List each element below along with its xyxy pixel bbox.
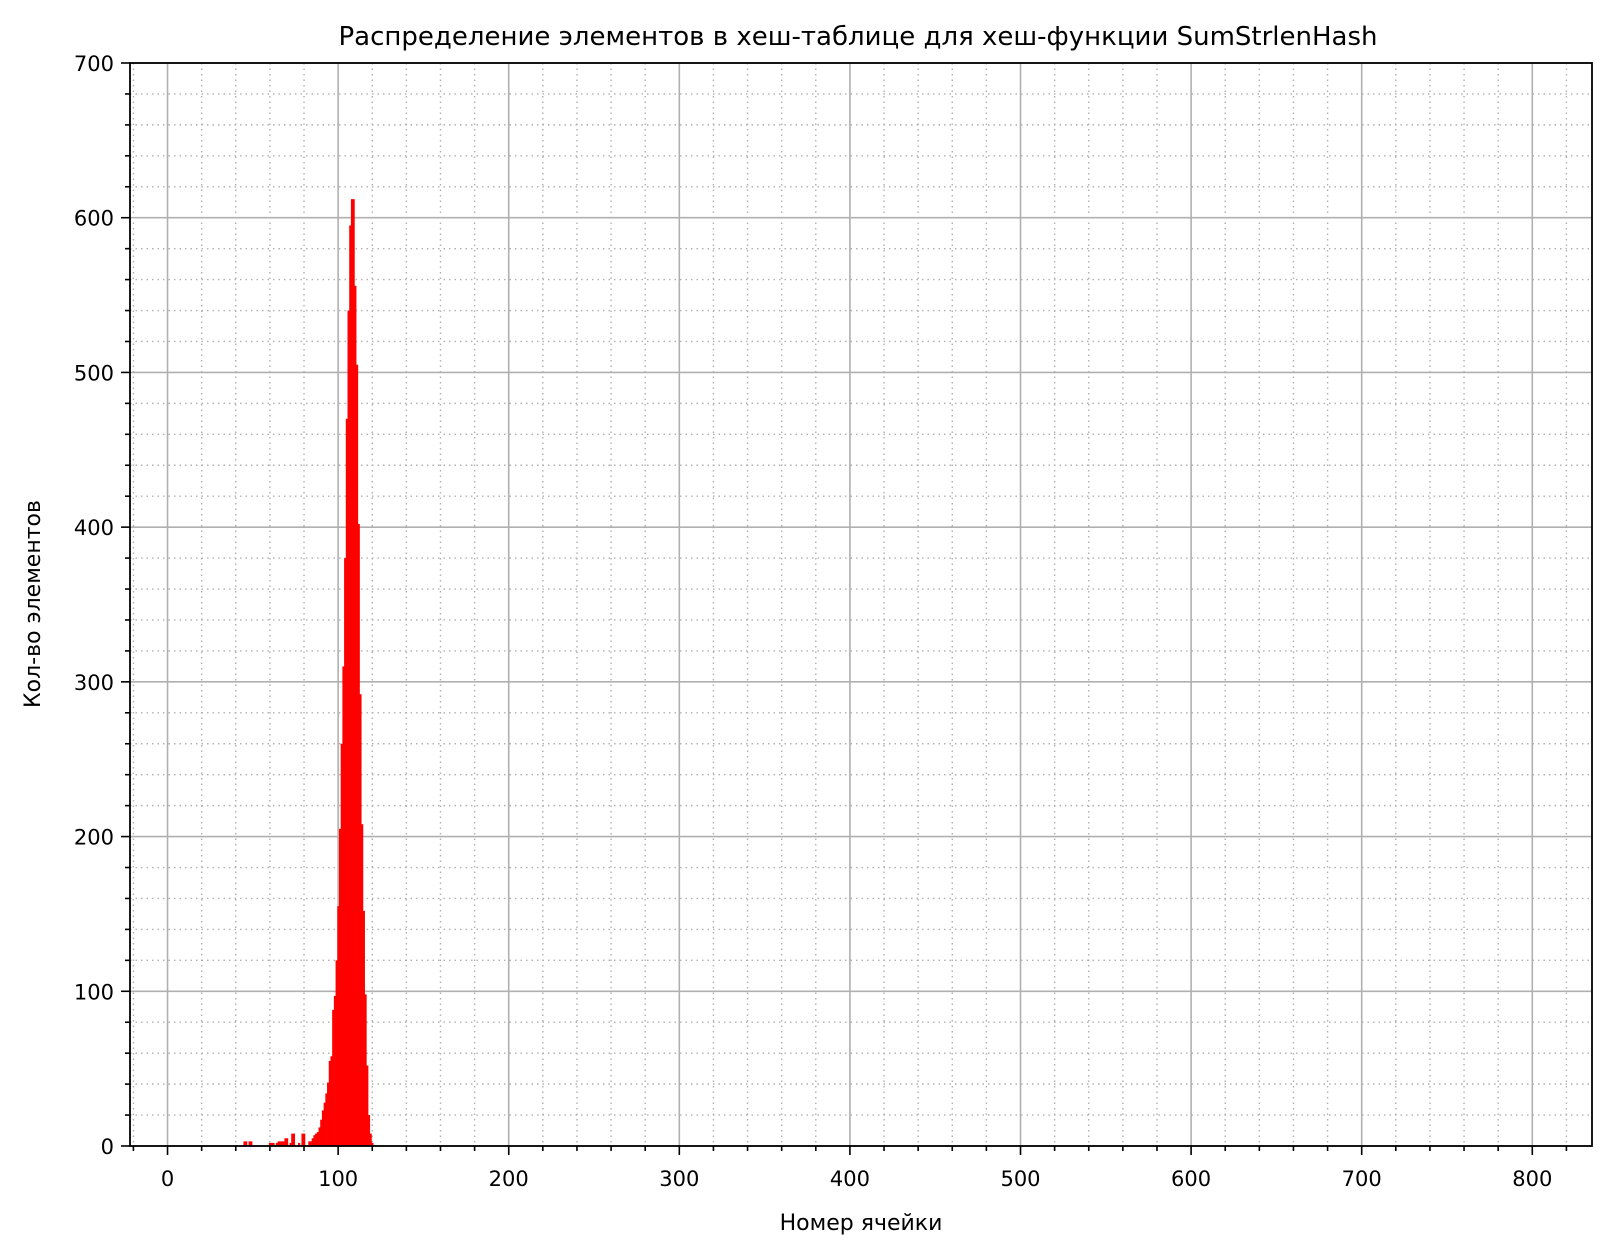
bar <box>367 1115 371 1146</box>
minor-grid <box>130 63 1592 1146</box>
bar <box>361 824 364 1146</box>
y-tick-label: 400 <box>74 516 114 540</box>
x-tick-label: 700 <box>1342 1167 1382 1191</box>
bar <box>286 1138 289 1146</box>
y-tick-label: 0 <box>101 1135 114 1159</box>
major-grid <box>130 62 1592 1147</box>
x-axis-label: Номер ячейки <box>780 1211 943 1236</box>
bar <box>357 524 360 1146</box>
bar <box>250 1141 253 1146</box>
bar <box>292 1133 296 1146</box>
bar <box>309 1141 313 1146</box>
bar <box>350 199 354 1147</box>
bar <box>243 1141 246 1146</box>
bar <box>311 1138 314 1146</box>
y-tick-label: 300 <box>74 671 114 695</box>
bar <box>269 1142 272 1146</box>
bar <box>354 285 357 1146</box>
bar <box>342 666 345 1146</box>
y-tick-label: 600 <box>74 207 114 231</box>
bar <box>328 1060 331 1146</box>
y-axis-label: Кол-во элементов <box>21 500 46 708</box>
bar <box>316 1132 319 1146</box>
bar <box>248 1141 251 1146</box>
bar <box>325 1093 328 1146</box>
x-tick-label: 200 <box>489 1167 529 1191</box>
bar <box>345 418 348 1146</box>
bar <box>245 1141 248 1146</box>
bar <box>352 199 355 1147</box>
bar <box>332 1009 335 1146</box>
y-tick-label: 500 <box>74 361 114 385</box>
x-tick-labels: 0 100 200 300 400 500 600 700 800 <box>161 1167 1552 1191</box>
bar <box>303 1133 306 1146</box>
bar <box>366 1065 369 1146</box>
bar <box>330 1056 333 1146</box>
bar <box>270 1142 273 1146</box>
x-tick-label: 0 <box>161 1167 174 1191</box>
bar <box>284 1138 287 1146</box>
bar <box>340 743 343 1146</box>
bar <box>338 828 342 1146</box>
y-tick-label: 200 <box>74 826 114 850</box>
bar <box>356 364 359 1146</box>
bar <box>321 1110 325 1146</box>
bar <box>327 1082 330 1146</box>
bar <box>369 1133 372 1146</box>
bar <box>320 1119 323 1146</box>
bar-series <box>243 199 374 1147</box>
bar <box>277 1141 280 1146</box>
chart-title: Распределение элементов в хеш-таблице дл… <box>338 22 1377 52</box>
x-tick-label: 300 <box>659 1167 699 1191</box>
bar <box>323 1102 326 1146</box>
x-tick-label: 400 <box>830 1167 870 1191</box>
bar <box>337 906 340 1146</box>
bar <box>315 1133 318 1146</box>
bar <box>298 1142 301 1146</box>
y-tick-label: 700 <box>74 52 114 76</box>
x-tick-label: 100 <box>318 1167 358 1191</box>
bar <box>344 558 347 1146</box>
bar <box>313 1135 316 1146</box>
y-tick-labels: 0 100 200 300 400 500 600 700 <box>74 52 114 1159</box>
bar <box>362 910 365 1146</box>
bar <box>301 1133 304 1146</box>
x-tick-label: 800 <box>1512 1167 1552 1191</box>
bar <box>279 1141 282 1146</box>
bar <box>349 225 352 1146</box>
bar <box>347 310 350 1146</box>
y-tick-label: 100 <box>74 980 114 1004</box>
plot-frame <box>129 62 1593 1147</box>
bar <box>291 1133 294 1146</box>
x-tick-label: 600 <box>1171 1167 1211 1191</box>
bar <box>272 1142 275 1146</box>
bar <box>289 1142 292 1146</box>
bar <box>318 1127 321 1146</box>
bar <box>280 1141 284 1146</box>
bar <box>282 1141 285 1146</box>
bar <box>308 1141 311 1146</box>
bar <box>275 1142 278 1146</box>
bar <box>333 995 336 1146</box>
axis-ticks <box>121 62 1568 1155</box>
bar <box>335 960 338 1146</box>
bar <box>364 994 367 1146</box>
bar <box>359 694 362 1146</box>
bar <box>371 1142 374 1146</box>
x-tick-label: 500 <box>1000 1167 1040 1191</box>
